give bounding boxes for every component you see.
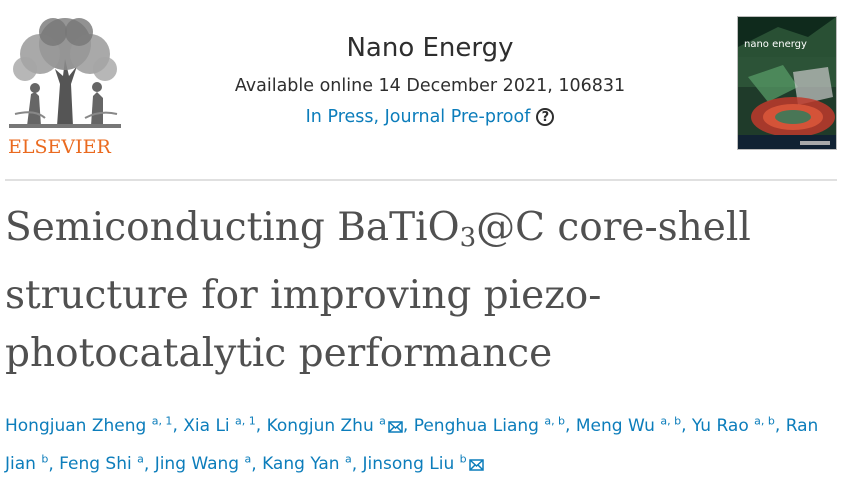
article-header: ELSEVIER Nano Energy Available online 14… [0,0,857,178]
elsevier-tree-icon [9,18,121,128]
author-link[interactable]: Penghua Liang a, b [413,414,566,436]
author-separator: , [143,454,155,475]
header-divider [5,179,837,181]
author-affiliation[interactable]: b [459,452,467,466]
author-link[interactable]: Kang Yan a [262,452,352,475]
journal-cover-image[interactable]: nano energy [737,16,837,150]
author-link[interactable]: Kongjun Zhu a [266,414,403,436]
author-link[interactable]: Meng Wu a, b [575,414,682,436]
article-title: Semiconducting BaTiO3@C core-shell struc… [5,199,845,383]
author-separator: , [565,415,576,436]
author-separator: , [402,415,414,436]
author-name[interactable]: Ran Jian [5,415,819,475]
question-circle-icon[interactable]: ? [536,108,555,126]
author-link[interactable]: Xia Li a, 1 [183,414,256,436]
author-affiliation[interactable]: a, b [660,414,682,427]
author-name[interactable]: Feng Shi [59,454,132,475]
availability-date: Available online 14 December 2021, 10683… [234,76,626,96]
email-icon[interactable] [468,459,484,472]
author-link[interactable]: Yu Rao a, b [691,414,775,436]
author-affiliation[interactable]: a, 1 [235,414,256,427]
author-name[interactable]: Xia Li [183,415,230,436]
author-link[interactable]: Ran Jian b [5,416,818,475]
author-name[interactable]: Penghua Liang [413,415,539,436]
status-link[interactable]: In Press, Journal Pre-proof [305,107,531,127]
author-separator: , [172,415,184,436]
author-affiliation[interactable]: a, b [754,414,775,427]
author-name[interactable]: Jing Wang [154,454,240,475]
author-list: Hongjuan Zheng a, 1, Xia Li a, 1, Kongju… [5,404,850,481]
publisher-logo[interactable]: ELSEVIER [5,14,125,158]
author-name[interactable]: Kongjun Zhu [266,415,374,436]
author-separator: , [255,415,267,436]
author-link[interactable]: Jing Wang a [154,452,252,475]
author-link[interactable]: Feng Shi a [59,452,144,475]
elsevier-wordmark: ELSEVIER [8,136,111,158]
journal-title[interactable]: Nano Energy [346,33,514,63]
author-separator: , [774,415,786,436]
author-name[interactable]: Yu Rao [691,415,749,436]
email-icon[interactable] [388,420,403,433]
author-separator: , [351,454,363,475]
author-affiliation[interactable]: a [344,452,352,466]
author-separator: , [251,454,263,475]
author-affiliation[interactable]: a, b [544,414,566,427]
author-separator: , [681,415,692,436]
publication-status: In Press, Journal Pre-proof ? [200,105,660,129]
title-line-2: structure for improving piezo- [5,273,602,318]
title-line-3: photocatalytic performance [5,331,553,376]
author-affiliation[interactable]: a [244,452,252,466]
author-name[interactable]: Hongjuan Zheng [5,415,147,436]
author-separator: , [48,454,60,475]
author-link[interactable]: Jinsong Liu b [362,452,484,475]
journal-info: Nano Energy Available online 14 December… [200,30,660,129]
title-line-1: Semiconducting BaTiO3@C core-shell [5,205,751,253]
cover-title: nano energy [744,39,807,50]
author-link[interactable]: Hongjuan Zheng a, 1 [5,414,173,436]
author-name[interactable]: Jinsong Liu [362,454,455,475]
author-affiliation[interactable]: a, 1 [151,414,173,427]
cover-art [738,17,836,149]
author-affiliation[interactable]: a [137,452,144,466]
author-affiliation[interactable]: b [41,452,49,466]
author-name[interactable]: Kang Yan [262,454,340,475]
author-affiliation[interactable]: a [379,414,386,427]
author-name[interactable]: Meng Wu [575,415,655,436]
